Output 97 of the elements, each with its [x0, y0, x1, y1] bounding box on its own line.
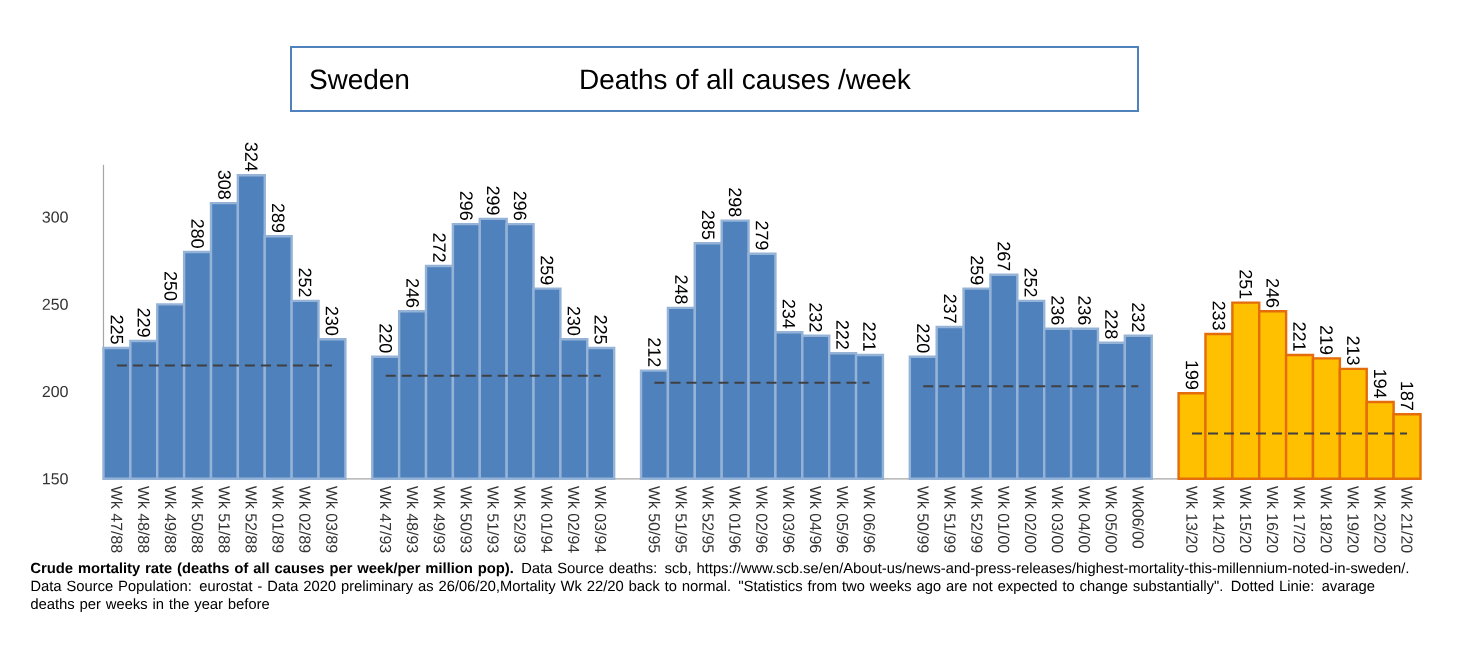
x-tick-label: Wk 03/94	[594, 485, 607, 553]
x-tick-label: Wk 47/93	[379, 485, 392, 553]
x-tick-label: Wk 14/20	[1213, 485, 1225, 553]
data-label: 221	[1293, 322, 1306, 351]
x-tick-label: Wk 18/20	[1320, 485, 1333, 553]
data-label: 308	[218, 170, 231, 199]
x-tick-label: Wk 51/88	[218, 485, 231, 553]
x-tick-label: Wk 50/99	[917, 485, 930, 553]
x-tick-label: Wk 49/93	[433, 485, 446, 553]
x-tick-label: Wk 03/89	[326, 485, 338, 553]
x-tick-label: Wk 17/20	[1293, 485, 1306, 553]
y-tick-label: 150	[43, 473, 68, 485]
data-label: 280	[191, 219, 204, 248]
data-label: 299	[486, 186, 500, 215]
data-label: 236	[1051, 296, 1065, 325]
x-tick-label: Wk06/00	[1132, 485, 1145, 549]
data-label: 252	[1024, 268, 1038, 297]
y-tick-label: 200	[42, 385, 68, 398]
data-label: 246	[1266, 278, 1280, 308]
x-tick-label: Wk 21/20	[1401, 485, 1413, 553]
data-label: 233	[1212, 301, 1226, 330]
data-label: 225	[110, 315, 124, 344]
x-tick-label: Wk 16/20	[1266, 485, 1279, 553]
data-label: 246	[406, 278, 419, 308]
y-tick-label: 250	[42, 298, 68, 310]
x-tick-label: Wk 01/89	[272, 485, 285, 553]
data-label: 289	[271, 203, 285, 233]
data-label: 279	[755, 221, 769, 250]
data-label: 225	[594, 315, 608, 344]
x-tick-label: Wk 02/89	[299, 485, 311, 553]
x-tick-label: Wk 52/99	[971, 485, 983, 553]
x-tick-label: Wk 52/88	[245, 485, 258, 553]
chart-title: Sweden	[310, 68, 409, 90]
x-tick-label: Wk 51/99	[944, 485, 956, 553]
data-label: 212	[648, 338, 661, 367]
data-label: 252	[298, 268, 312, 297]
data-label: 251	[1239, 270, 1253, 299]
data-label: 250	[164, 271, 178, 301]
data-label: 236	[1078, 296, 1091, 325]
data-label: 285	[701, 210, 715, 240]
text: Crude mortality rate (deaths of all causes per week/per million pop). Data Source deaths: scb, https://www.scb.se/en/About-us/news-and-press-releases/highest-mortality-this-millennium-noted-in-sweden/. Data Source Population: eurostat - Data 2020 preliminary as 26/06/20,Mortality Wk 22/20 back to normal. "Statistics from two weeks ago are not expected to change substantially". Dotted Linie: avarage deaths per weeks in the year before	[31, 562, 1409, 613]
data-label: 229	[137, 308, 151, 337]
x-tick-label: Wk 48/88	[137, 485, 150, 553]
data-label: 213	[1346, 336, 1360, 365]
x-tick-label: Wk 50/88	[191, 485, 204, 553]
data-label: 232	[809, 303, 823, 332]
x-tick-label: Wk 50/93	[460, 485, 473, 553]
data-label: 259	[970, 256, 984, 285]
x-tick-label: Wk 52/93	[514, 485, 526, 553]
data-label: 272	[433, 233, 446, 262]
x-tick-label: Wk 01/00	[998, 485, 1010, 553]
x-tick-label: Wk 04/00	[1078, 485, 1091, 553]
x-tick-label: Wk 51/95	[675, 485, 688, 553]
x-tick-label: Wk 49/88	[164, 485, 177, 553]
x-tick-label: Wk 47/88	[111, 485, 123, 553]
x-tick-label: Wk 03/00	[1051, 485, 1064, 553]
x-tick-label: Wk 01/94	[541, 485, 553, 553]
chart-subtitle: Deaths of all causes /week	[581, 68, 911, 90]
x-tick-label: Wk 05/00	[1105, 485, 1118, 553]
data-label: 324	[244, 142, 258, 172]
data-label: 228	[1105, 310, 1118, 339]
x-tick-label: Wk 50/95	[648, 485, 661, 553]
data-label: 296	[513, 191, 527, 220]
data-label: 234	[782, 299, 796, 329]
data-label: 220	[379, 324, 393, 353]
data-label: 230	[325, 306, 339, 336]
x-tick-label: Wk 03/96	[783, 485, 795, 553]
x-tick-label: Wk 02/00	[1024, 485, 1037, 553]
x-tick-label: Wk 48/93	[406, 485, 419, 553]
x-tick-label: Wk 51/93	[487, 485, 500, 553]
x-tick-label: Wk 04/96	[809, 485, 822, 553]
data-label: 232	[1131, 303, 1145, 332]
x-tick-label: Wk 01/96	[729, 485, 741, 553]
data-label: 219	[1320, 326, 1333, 355]
data-label: 199	[1185, 361, 1199, 390]
data-label: 221	[863, 322, 876, 351]
data-label: 296	[459, 191, 473, 220]
y-tick-label: 300	[42, 211, 68, 223]
data-label: 259	[540, 256, 554, 285]
x-tick-label: Wk 02/96	[756, 485, 768, 553]
data-label: 194	[1373, 370, 1387, 399]
x-tick-label: Wk 19/20	[1347, 485, 1360, 553]
x-tick-label: Wk 20/20	[1374, 485, 1387, 553]
data-label: 187	[1400, 382, 1414, 410]
data-label: 222	[836, 320, 849, 349]
x-tick-label: Wk 06/96	[863, 485, 876, 553]
data-label: 230	[567, 306, 581, 336]
data-label: 267	[997, 242, 1011, 271]
x-tick-label: Wk 05/96	[836, 485, 849, 553]
x-tick-label: Wk 13/20	[1186, 485, 1198, 553]
data-label: 248	[675, 275, 688, 304]
data-label: 298	[728, 188, 742, 217]
x-tick-label: Wk 52/95	[702, 485, 715, 553]
x-tick-label: Wk 15/20	[1239, 485, 1252, 553]
data-label: 220	[916, 324, 930, 353]
x-tick-label: Wk 02/94	[567, 485, 580, 553]
data-label: 237	[943, 294, 957, 323]
